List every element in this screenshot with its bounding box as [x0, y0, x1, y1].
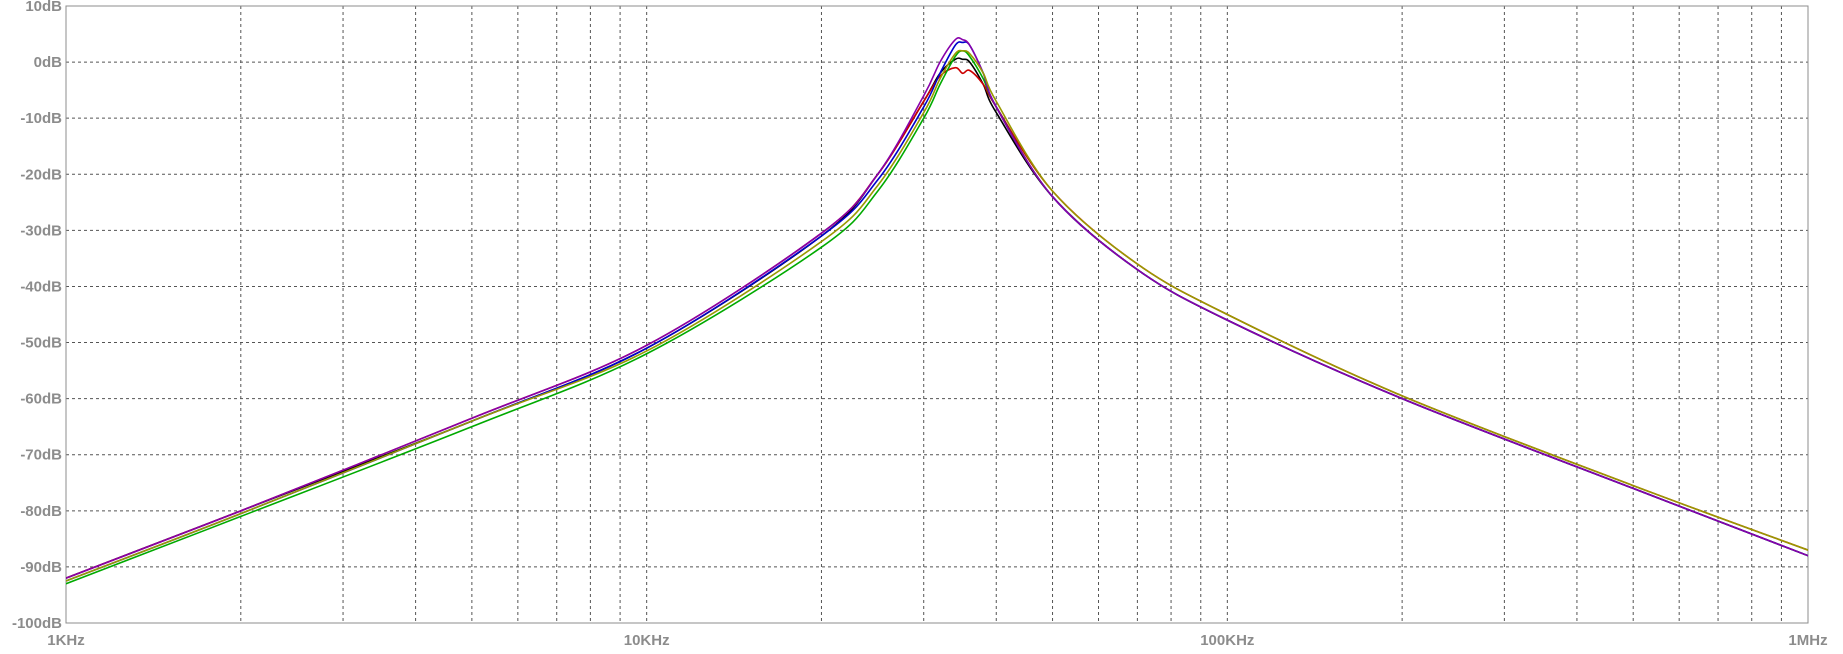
y-tick-label: -30dB [20, 222, 62, 239]
x-tick-label: 1KHz [47, 632, 85, 649]
y-tick-label: -10dB [20, 110, 62, 127]
y-tick-label: 0dB [34, 54, 63, 71]
y-tick-label: -70dB [20, 447, 62, 464]
x-tick-labels: 1KHz 10KHz 100KHz 1MHz [47, 632, 1827, 649]
x-tick-label: 100KHz [1200, 632, 1254, 649]
y-tick-labels: 10dB 0dB -10dB -20dB -30dB -40dB -50dB -60dB -70… [12, 0, 62, 632]
y-tick-label: -60dB [20, 391, 62, 408]
plot-frame [65, 5, 1809, 624]
y-tick-label: 10dB [25, 0, 62, 15]
y-tick-label: -20dB [20, 166, 62, 183]
y-tick-label: -90dB [20, 559, 62, 576]
x-tick-label: 10KHz [624, 632, 670, 649]
y-tick-label: -50dB [20, 335, 62, 352]
x-tick-label: 1MHz [1788, 632, 1827, 649]
y-tick-label: -80dB [20, 503, 62, 520]
grid-layer [65, 5, 1808, 624]
series-line-2 [66, 50, 1808, 585]
series-line-5 [66, 49, 1808, 582]
series-line-0 [66, 57, 1808, 579]
series-line-3 [66, 41, 1808, 582]
series-line-1 [66, 66, 1808, 579]
plot-border [65, 5, 1809, 624]
series-layer [66, 36, 1808, 585]
y-tick-label: -40dB [20, 278, 62, 295]
series-line-4 [66, 36, 1808, 579]
y-tick-label: -100dB [12, 615, 62, 632]
